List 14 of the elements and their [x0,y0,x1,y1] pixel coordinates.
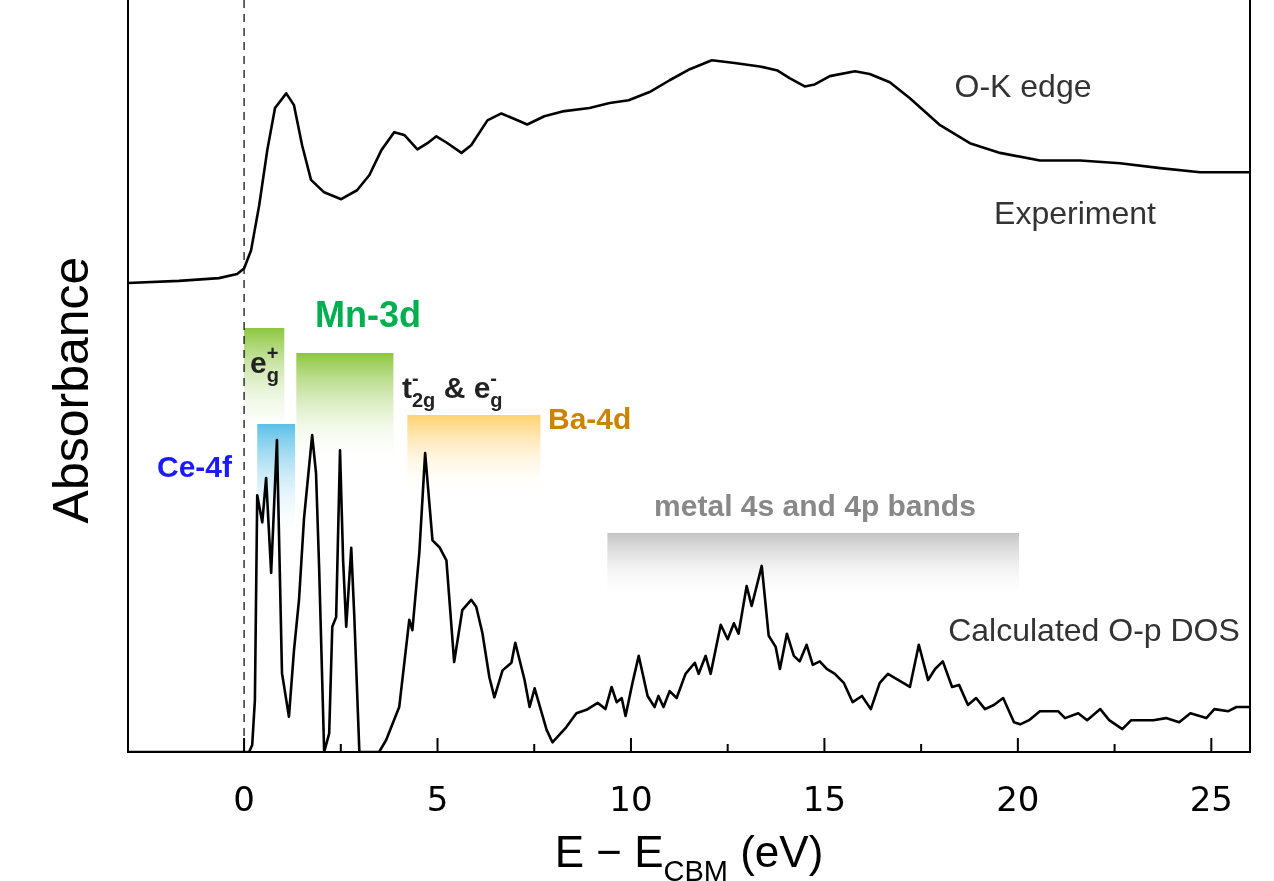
x-tick-label: 25 [1189,779,1233,820]
y-axis-title: Absorbance [42,256,99,524]
series-label: Calculated O-p DOS [948,612,1240,649]
x-tick-label: 5 [426,779,449,820]
x-tick-label: 15 [802,779,847,820]
annotation: O-K edge [954,68,1092,105]
band-label: Ba-4d [548,401,632,435]
band-label: Ce-4f [156,449,234,483]
annotation: Mn-3d [315,293,421,335]
x-tick-label: 0 [233,779,255,820]
x-tick-label: 10 [609,779,653,820]
band-label: metal 4s and 4p bands [654,488,976,522]
x-tick-label: 20 [996,779,1040,820]
series-label: Experiment [994,195,1157,232]
